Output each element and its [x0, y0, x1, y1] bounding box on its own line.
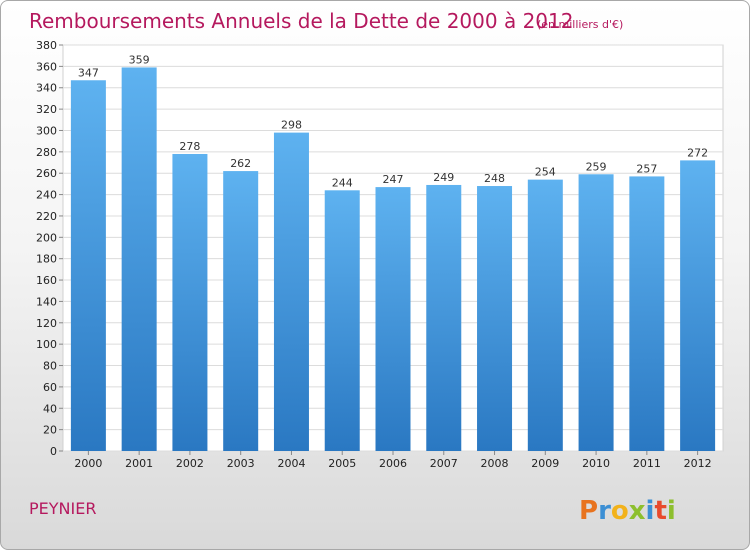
value-label-2012: 272 — [687, 146, 708, 159]
value-label-2007: 249 — [433, 171, 454, 184]
value-label-2009: 254 — [535, 166, 556, 179]
y-tick-label: 80 — [43, 360, 57, 373]
x-tick-label-2003: 2003 — [227, 457, 255, 470]
value-label-2004: 298 — [281, 119, 302, 132]
y-tick-label: 380 — [36, 39, 57, 52]
x-tick-label-2004: 2004 — [277, 457, 305, 470]
proxiti-logo: Proxiti — [579, 496, 676, 526]
x-tick-label-2005: 2005 — [328, 457, 356, 470]
x-tick-label-2001: 2001 — [125, 457, 153, 470]
y-tick-label: 60 — [43, 381, 57, 394]
y-tick-label: 280 — [36, 146, 57, 159]
bar-2011 — [629, 176, 665, 452]
bar-2009 — [527, 179, 563, 452]
y-tick-label: 320 — [36, 103, 57, 116]
y-tick-label: 200 — [36, 231, 57, 244]
value-label-2000: 347 — [78, 66, 99, 79]
y-tick-label: 180 — [36, 253, 57, 266]
bar-2006 — [375, 187, 411, 451]
chart-title: Remboursements Annuels de la Dette de 20… — [29, 9, 573, 33]
y-tick-label: 100 — [36, 338, 57, 351]
bar-2012 — [680, 160, 716, 452]
bar-2010 — [578, 174, 614, 452]
y-tick-label: 120 — [36, 317, 57, 330]
y-tick-label: 20 — [43, 424, 57, 437]
x-tick-label-2010: 2010 — [582, 457, 610, 470]
bar-2005 — [324, 190, 360, 451]
x-tick-label-2007: 2007 — [430, 457, 458, 470]
bar-2000 — [70, 80, 106, 451]
svg-text:Proxiti: Proxiti — [579, 496, 676, 526]
value-label-2002: 278 — [179, 140, 200, 153]
x-tick-label-2002: 2002 — [176, 457, 204, 470]
bars: 347 359 278 262 298 244 247 249 248 254 259 257 272 — [70, 53, 716, 452]
value-label-2003: 262 — [230, 157, 251, 170]
value-label-2010: 259 — [586, 160, 607, 173]
bar-2001 — [121, 67, 157, 452]
y-tick-label: 160 — [36, 274, 57, 287]
value-label-2005: 244 — [332, 176, 353, 189]
y-tick-label: 340 — [36, 82, 57, 95]
y-tick-label: 220 — [36, 210, 57, 223]
y-tick-label: 260 — [36, 167, 57, 180]
x-tick-label-2011: 2011 — [633, 457, 661, 470]
bar-2002 — [172, 153, 208, 451]
y-tick-label: 40 — [43, 402, 57, 415]
x-tick-label-2009: 2009 — [531, 457, 559, 470]
x-tick-label-2008: 2008 — [481, 457, 509, 470]
bar-2004 — [273, 132, 309, 451]
y-tick-label: 360 — [36, 60, 57, 73]
value-label-2001: 359 — [129, 53, 150, 66]
chart-subtitle: (en milliers d'€) — [537, 18, 623, 31]
x-tick-label-2012: 2012 — [684, 457, 712, 470]
bar-2008 — [477, 186, 513, 451]
y-tick-label: 300 — [36, 124, 57, 137]
x-tick-label-2000: 2000 — [74, 457, 102, 470]
bar-2007 — [426, 184, 462, 451]
x-tick-label-2006: 2006 — [379, 457, 407, 470]
value-label-2008: 248 — [484, 172, 505, 185]
value-label-2006: 247 — [383, 173, 404, 186]
y-tick-label: 140 — [36, 295, 57, 308]
bar-2003 — [223, 171, 259, 452]
city-name: PEYNIER — [29, 499, 96, 518]
x-axis: 2000 2001 2002 2003 2004 2005 2006 2007 2008 2009… — [74, 451, 712, 470]
value-label-2011: 257 — [636, 162, 657, 175]
y-axis: 0 20 40 60 80 100 120 140 160 180 200 220 240 260 280 3… — [36, 39, 63, 458]
y-tick-label: 240 — [36, 189, 57, 202]
y-tick-label: 0 — [50, 445, 57, 458]
